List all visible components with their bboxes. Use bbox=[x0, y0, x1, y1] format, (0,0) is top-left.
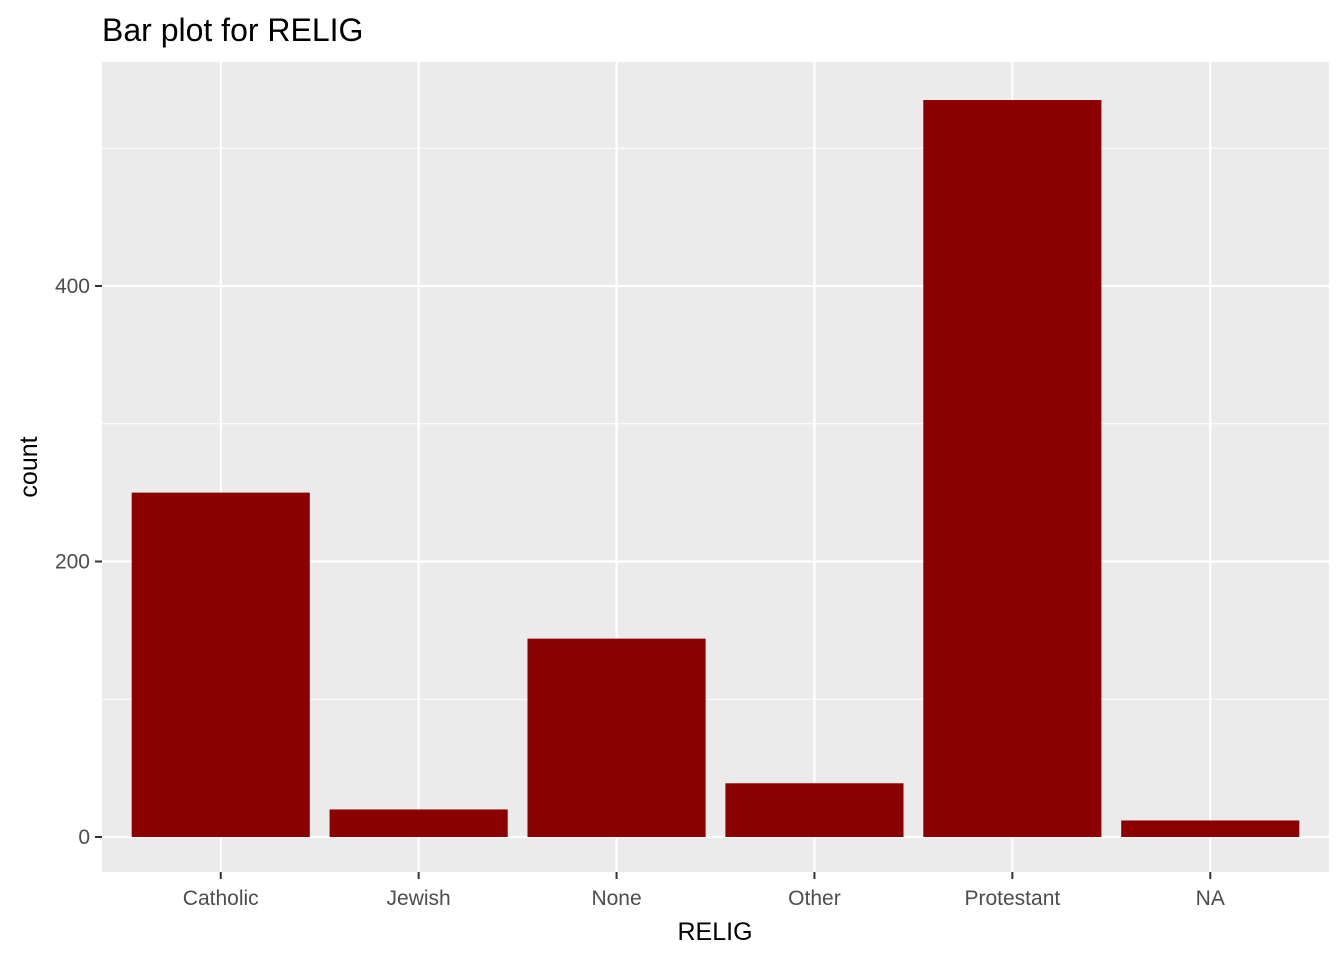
bar-none bbox=[527, 638, 706, 837]
y-axis: 0 200 400 bbox=[55, 275, 102, 849]
y-tick-label: 200 bbox=[55, 551, 90, 574]
y-tick-label: 400 bbox=[55, 275, 90, 298]
x-tick-label: NA bbox=[1196, 887, 1225, 910]
bars bbox=[131, 100, 1300, 838]
bar-catholic bbox=[131, 492, 310, 837]
y-tick-label: 0 bbox=[78, 826, 90, 849]
chart-title: Bar plot for RELIG bbox=[102, 12, 363, 48]
bar-protestant bbox=[923, 100, 1102, 838]
x-axis-title: RELIG bbox=[677, 918, 752, 946]
y-axis-title: count bbox=[15, 436, 43, 497]
x-axis: Catholic Jewish None Other Protestant NA bbox=[183, 872, 1225, 910]
bar-other bbox=[725, 783, 904, 837]
x-tick-label: None bbox=[591, 887, 641, 910]
x-tick-label: Protestant bbox=[964, 887, 1060, 910]
x-tick-label: Jewish bbox=[387, 887, 451, 910]
x-tick-label: Catholic bbox=[183, 887, 259, 910]
bar-na bbox=[1121, 820, 1300, 837]
bar-jewish bbox=[329, 809, 508, 837]
x-tick-label: Other bbox=[788, 887, 841, 910]
